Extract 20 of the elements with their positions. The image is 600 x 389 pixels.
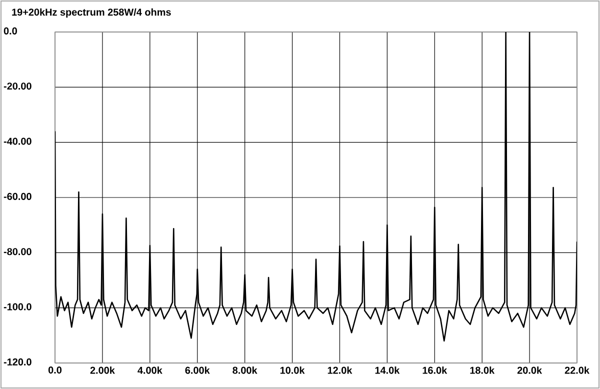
- y-tick-label: 0.0: [4, 27, 17, 34]
- x-tick-label: 18.0k: [470, 366, 495, 374]
- y-tick-label: -60.00: [4, 192, 32, 200]
- y-tick-label: -120.0: [4, 358, 32, 366]
- y-tick-label: -80.00: [4, 248, 32, 256]
- y-tick-label: -20.00: [4, 82, 32, 90]
- x-tick-label: 14.0k: [375, 366, 400, 374]
- x-tick-label: 4.00k: [138, 366, 162, 374]
- x-tick-label: 16.0k: [422, 366, 448, 374]
- x-tick-label: 20.0k: [517, 366, 542, 374]
- x-tick-label: 8.00k: [232, 366, 258, 374]
- x-tick-label: 22.0k: [564, 366, 590, 374]
- y-tick-label: -100.0: [4, 303, 32, 310]
- chart-title: 19+20kHz spectrum 258W/4 ohms: [12, 8, 171, 18]
- x-tick-label: 0.0: [48, 366, 62, 374]
- y-tick-label: -40.00: [4, 138, 32, 145]
- x-tick-label: 10.0k: [280, 366, 305, 374]
- x-tick-label: 2.00k: [90, 366, 115, 374]
- x-tick-label: 12.0k: [328, 366, 352, 374]
- x-tick-label: 6.00k: [185, 366, 210, 374]
